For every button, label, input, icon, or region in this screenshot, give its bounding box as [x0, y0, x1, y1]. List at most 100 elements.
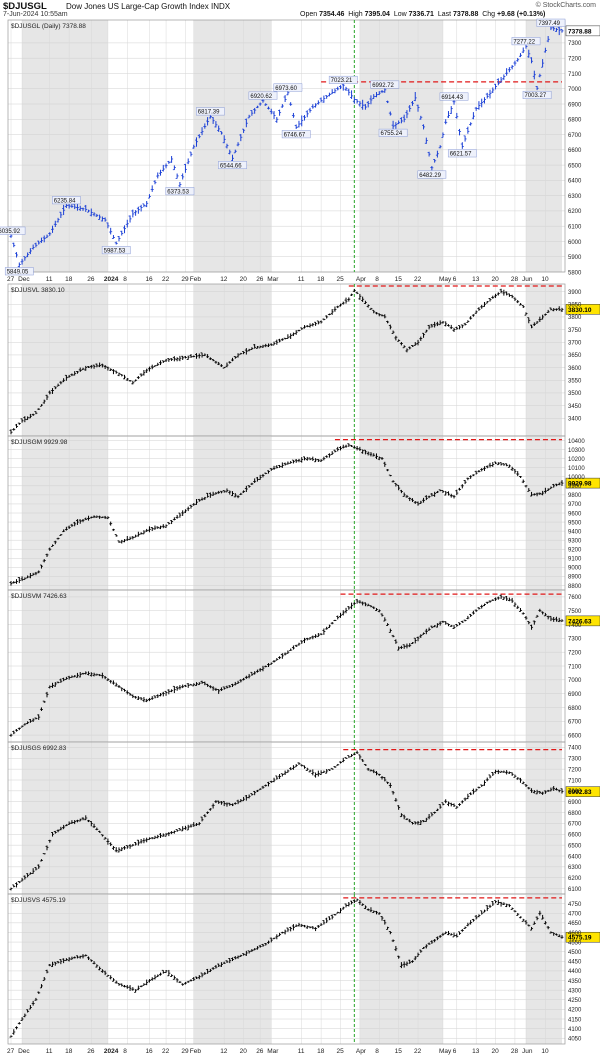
ohlc-bar — [123, 688, 127, 692]
ohlc-bar — [469, 613, 473, 617]
ohlc-bar — [300, 457, 304, 463]
ohlc-bar — [203, 496, 207, 500]
ohlc-bar — [233, 493, 237, 498]
ohlc-bar — [300, 115, 304, 127]
price-annotation-box — [196, 107, 225, 116]
ohlc-bar — [410, 498, 414, 502]
ohlc-bar — [352, 96, 356, 104]
ohlc-bar — [430, 493, 434, 497]
ohlc-bar — [236, 495, 240, 499]
ohlc-bar — [17, 262, 21, 268]
ohlc-bar — [291, 765, 295, 770]
ohlc-bar — [172, 685, 176, 694]
ohlc-bar — [424, 495, 428, 501]
y-tick-label: 9900 — [568, 484, 582, 490]
ohlc-bar — [67, 821, 71, 825]
ohlc-bar — [369, 307, 373, 310]
ohlc-bar — [505, 291, 509, 296]
ohlc-bar — [333, 619, 337, 622]
ohlc-bar — [386, 320, 390, 324]
ohlc-bar — [189, 354, 193, 359]
ohlc-bar — [114, 241, 118, 245]
ohlc-bar — [433, 491, 437, 497]
ohlc-bar — [214, 121, 218, 128]
ohlc-bar — [51, 961, 55, 968]
ohlc-bar — [283, 770, 287, 776]
ohlc-bar — [286, 90, 290, 96]
ohlc-bar — [458, 128, 462, 136]
ohlc-bar — [145, 528, 149, 532]
ohlc-bar — [62, 958, 66, 964]
y-tick-label: 7000 — [568, 87, 582, 93]
last-price-box — [565, 615, 600, 627]
ohlc-bar — [120, 230, 124, 236]
ohlc-bar — [363, 449, 367, 455]
ohlc-bar — [183, 684, 187, 687]
ohlc-bar — [156, 362, 160, 366]
ohlc-bar — [494, 461, 498, 464]
ohlc-bar — [397, 484, 401, 491]
ohlc-bar — [164, 358, 168, 362]
ohlc-bar — [103, 970, 107, 976]
ohlc-bar — [369, 605, 373, 608]
ohlc-bar — [410, 642, 414, 644]
ohlc-bar — [222, 961, 226, 964]
ohlc-bar — [377, 609, 381, 613]
ohlc-bar — [269, 468, 273, 471]
ohlc-bar — [302, 456, 306, 461]
ohlc-bar — [84, 671, 88, 675]
ohlc-bar — [222, 686, 226, 690]
ohlc-bar — [394, 482, 398, 487]
ohlc-bar — [275, 658, 279, 661]
price-annotation: 5849.05 — [7, 270, 29, 276]
ohlc-bar — [554, 27, 558, 32]
y-tick-label: 7200 — [568, 650, 582, 656]
ohlc-bar — [314, 772, 318, 778]
ohlc-bar — [325, 455, 329, 458]
ohlc-bar — [325, 917, 329, 924]
ohlc-bar — [34, 411, 38, 415]
ohlc-bar — [469, 475, 473, 479]
ohlc-bar — [463, 797, 467, 801]
ohlc-bar — [261, 665, 265, 672]
ohlc-bar — [92, 961, 96, 965]
ohlc-bar — [261, 344, 265, 348]
ohlc-bar — [325, 769, 329, 774]
ohlc-bar — [289, 926, 293, 932]
ohlc-bar — [549, 486, 553, 490]
ohlc-bar — [31, 1000, 35, 1006]
ohlc-bar — [477, 307, 481, 311]
ohlc-bar — [347, 297, 351, 302]
ohlc-bar — [62, 204, 66, 216]
ohlc-bar — [51, 832, 55, 837]
ohlc-bar — [333, 449, 337, 453]
ohlc-bar — [167, 969, 171, 977]
ohlc-bar — [53, 540, 57, 545]
ohlc-bar — [31, 413, 35, 416]
ohlc-bar — [424, 628, 428, 635]
ohlc-bar — [286, 927, 290, 932]
ohlc-bar — [81, 519, 85, 523]
ohlc-bar — [192, 355, 196, 358]
ohlc-bar — [546, 789, 550, 792]
ohlc-bar — [217, 361, 221, 366]
ohlc-bar — [374, 453, 378, 460]
ohlc-bar — [480, 304, 484, 309]
ohlc-bar — [109, 975, 113, 980]
y-tick-label: 9200 — [568, 548, 582, 554]
price-annotation-box — [52, 196, 81, 205]
ohlc-bar — [106, 222, 110, 229]
y-tick-label: 6800 — [568, 118, 582, 124]
ohlc-bar — [366, 603, 370, 607]
ohlc-bar — [214, 964, 218, 969]
ohlc-bar — [405, 818, 409, 821]
ohlc-bar — [358, 754, 362, 760]
ohlc-bar — [123, 539, 127, 543]
last-price-box — [565, 786, 600, 797]
ohlc-bar — [253, 790, 257, 796]
ohlc-bar — [139, 532, 143, 535]
ohlc-bar — [405, 494, 409, 498]
ohlc-bar — [477, 786, 481, 789]
ohlc-bar — [98, 966, 102, 971]
ohlc-bar — [9, 429, 13, 435]
